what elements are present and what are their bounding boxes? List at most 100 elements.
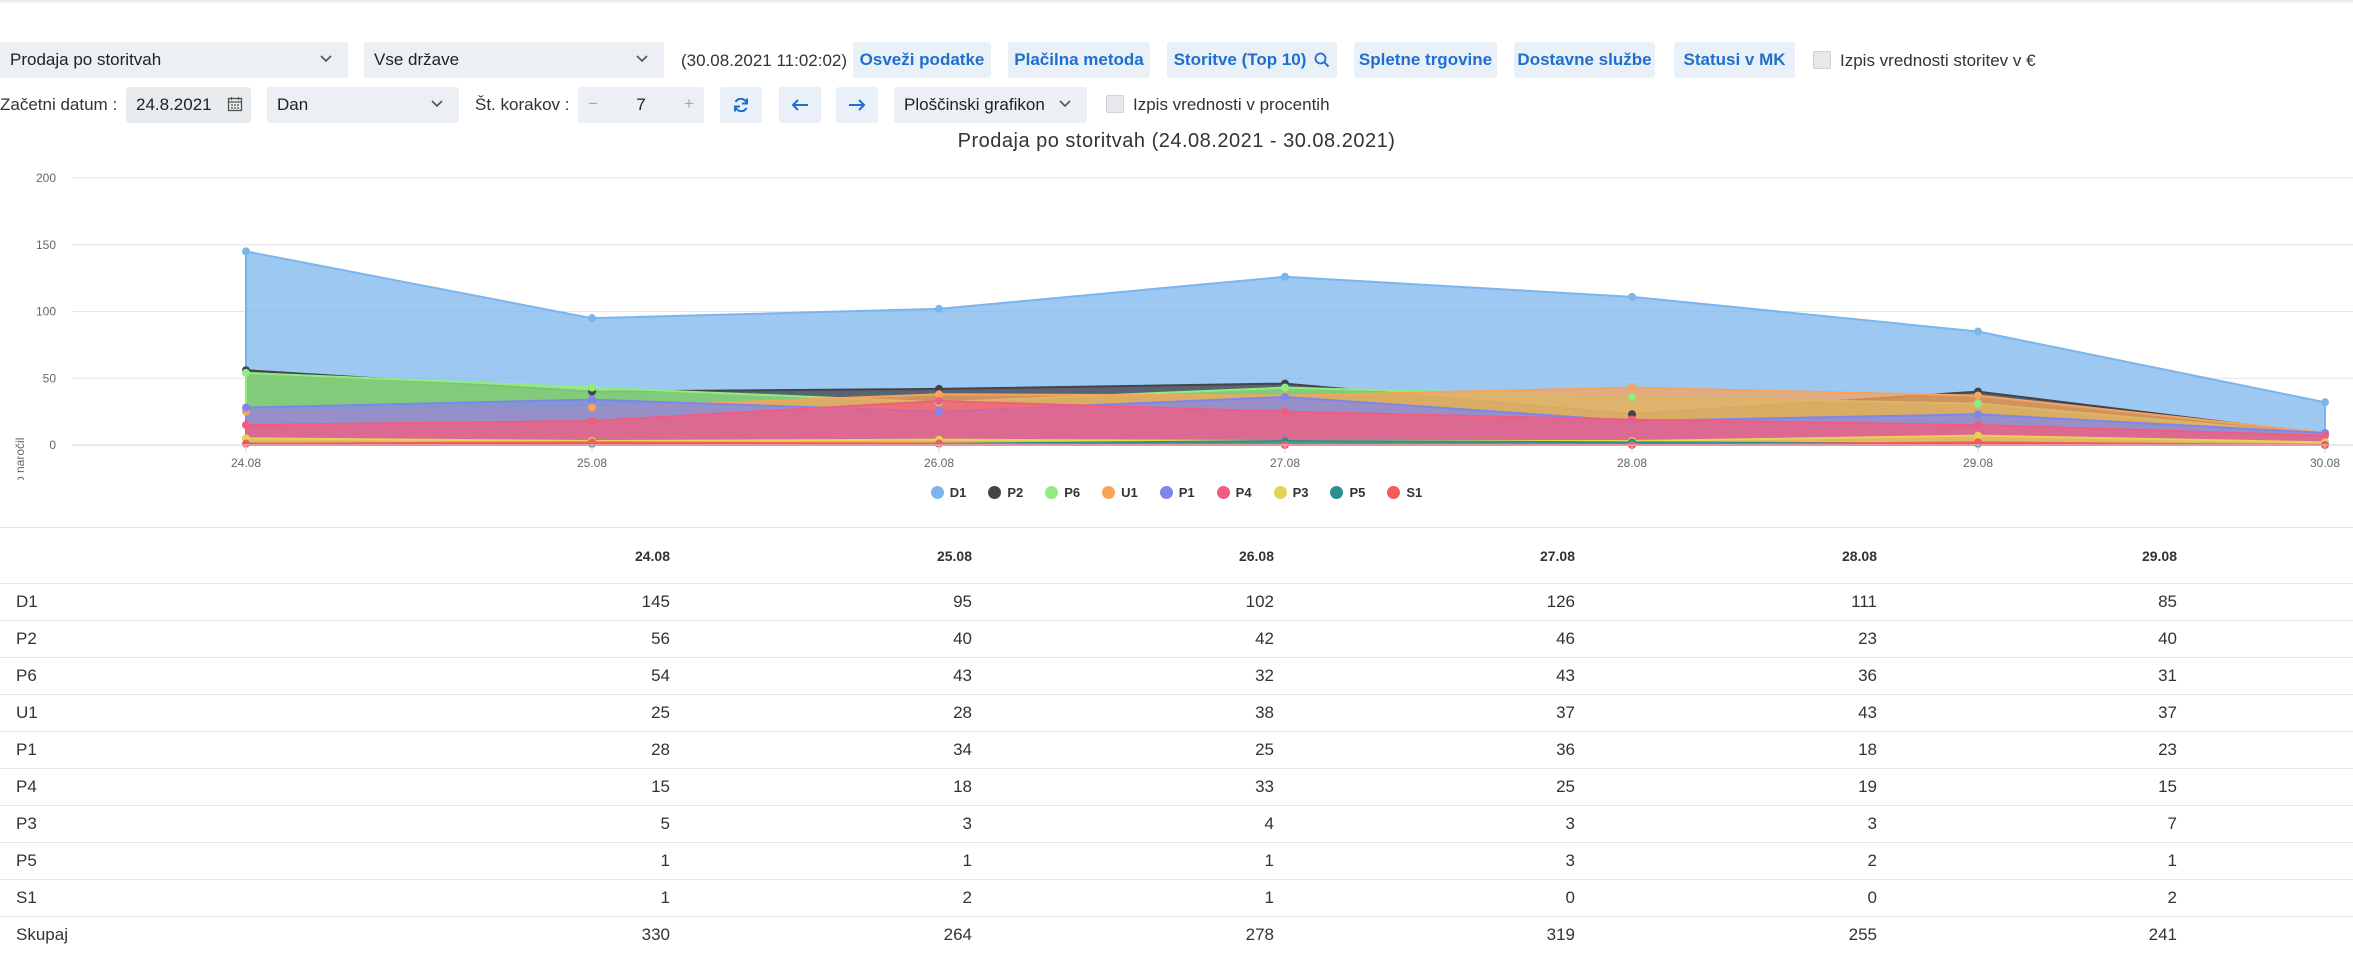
row-label: P4 (0, 769, 370, 806)
table-cell-empty (2177, 880, 2353, 917)
legend-marker-icon (988, 486, 1001, 499)
table-cell: 145 (370, 584, 670, 621)
euro-values-checkbox[interactable] (1813, 51, 1831, 69)
table-cell: 126 (1274, 584, 1575, 621)
data-point-d1 (1974, 328, 1982, 336)
table-cell: 1 (1877, 843, 2177, 880)
legend-item-u1[interactable]: U1 (1102, 485, 1138, 500)
y-axis-label: Število naročil (12, 438, 27, 480)
table-cell: 1 (370, 880, 670, 917)
report-select[interactable]: Prodaja po storitvah (0, 42, 348, 78)
legend-marker-icon (1274, 486, 1287, 499)
legend-item-p2[interactable]: P2 (988, 485, 1023, 500)
y-tick-label: 150 (36, 238, 56, 252)
table-cell-empty (2177, 843, 2353, 880)
table-header-row: 24.08 25.08 26.08 27.08 28.08 29.08 (0, 528, 2353, 584)
table-cell: 28 (370, 732, 670, 769)
delivery-services-button[interactable]: Dostavne službe (1514, 42, 1655, 78)
table-cell-empty (2177, 584, 2353, 621)
table-cell-empty (2177, 769, 2353, 806)
table-cell: 28 (670, 695, 972, 732)
table-cell: 3 (1575, 806, 1877, 843)
legend-item-s1[interactable]: S1 (1387, 485, 1422, 500)
legend-marker-icon (1387, 486, 1400, 499)
steps-increment-button[interactable]: + (684, 94, 694, 114)
arrow-left-icon (790, 97, 810, 113)
table-cell: 31 (1877, 658, 2177, 695)
legend-item-p6[interactable]: P6 (1045, 485, 1080, 500)
table-cell: 18 (1575, 732, 1877, 769)
row-label: S1 (0, 880, 370, 917)
table-cell: 38 (972, 695, 1274, 732)
data-point-u1 (588, 404, 596, 412)
row-label: P3 (0, 806, 370, 843)
payment-method-button[interactable]: Plačilna metoda (1008, 42, 1150, 78)
start-date-input[interactable]: 24.8.2021 (126, 87, 251, 123)
table-cell: 40 (670, 621, 972, 658)
legend-item-p1[interactable]: P1 (1160, 485, 1195, 500)
legend-item-p4[interactable]: P4 (1217, 485, 1252, 500)
chart-legend: D1 P2 P6 U1 P1 P4 P3 P5 S1 (0, 485, 2353, 500)
table-cell: 54 (370, 658, 670, 695)
chart-type-select[interactable]: Ploščinski grafikon (894, 87, 1087, 123)
table-cell-empty (2177, 658, 2353, 695)
data-point-d1 (588, 314, 596, 322)
table-cell: 3 (1274, 806, 1575, 843)
legend-item-p3[interactable]: P3 (1274, 485, 1309, 500)
country-select[interactable]: Vse države (364, 42, 664, 78)
table-cell: 1 (370, 843, 670, 880)
table-cell: 37 (1877, 695, 2177, 732)
table-header-empty (0, 528, 370, 584)
table-header-cell: 26.08 (972, 528, 1274, 584)
table-cell: 2 (1877, 880, 2177, 917)
y-tick-label: 0 (49, 438, 56, 452)
chevron-down-icon (429, 95, 445, 111)
legend-label: P4 (1236, 485, 1252, 500)
chevron-down-icon (1057, 95, 1073, 111)
data-point-p4 (1628, 416, 1636, 424)
table-cell: 4 (972, 806, 1274, 843)
table-cell: 32 (972, 658, 1274, 695)
x-tick-label: 24.08 (231, 456, 261, 470)
reload-button[interactable] (720, 87, 762, 123)
steps-stepper[interactable]: − 7 + (578, 87, 704, 123)
table-cell-empty (2177, 695, 2353, 732)
chart-type-value: Ploščinski grafikon (904, 95, 1045, 115)
table-cell: 15 (370, 769, 670, 806)
x-tick-label: 26.08 (924, 456, 954, 470)
table-cell: 3 (670, 806, 972, 843)
data-point-p1 (588, 396, 596, 404)
table-cell: 1 (670, 843, 972, 880)
table-cell: 56 (370, 621, 670, 658)
country-select-value: Vse države (374, 50, 459, 70)
data-point-p6 (1974, 400, 1982, 408)
status-mk-button[interactable]: Statusi v MK (1674, 42, 1795, 78)
table-cell: 95 (670, 584, 972, 621)
online-shops-button[interactable]: Spletne trgovine (1354, 42, 1497, 78)
legend-item-p5[interactable]: P5 (1330, 485, 1365, 500)
data-point-p4 (935, 397, 943, 405)
table-cell: 46 (1274, 621, 1575, 658)
table-cell: 0 (1575, 880, 1877, 917)
table-header-cell: 27.08 (1274, 528, 1575, 584)
percent-values-checkbox[interactable] (1106, 95, 1124, 113)
start-date-label: Začetni datum : (0, 95, 117, 115)
refresh-data-button[interactable]: Osveži podatke (853, 42, 991, 78)
services-top10-button[interactable]: Storitve (Top 10) (1167, 42, 1337, 78)
table-cell-empty (2177, 621, 2353, 658)
legend-label: P6 (1064, 485, 1080, 500)
data-point-p4 (588, 417, 596, 425)
chevron-down-icon (634, 50, 650, 66)
table-cell: 2 (670, 880, 972, 917)
period-select[interactable]: Dan (267, 87, 459, 123)
previous-period-button[interactable] (779, 87, 821, 123)
table-cell: 15 (1877, 769, 2177, 806)
data-point-d1 (935, 305, 943, 313)
data-point-p1 (935, 408, 943, 416)
row-label: P2 (0, 621, 370, 658)
data-point-p4 (242, 421, 250, 429)
legend-item-d1[interactable]: D1 (931, 485, 967, 500)
next-period-button[interactable] (836, 87, 878, 123)
